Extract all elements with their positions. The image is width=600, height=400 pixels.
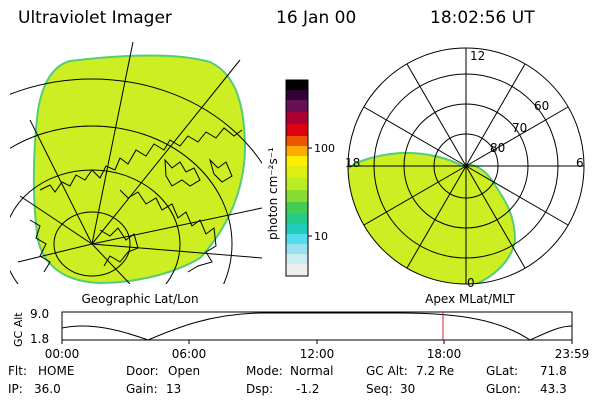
aurora-blob-polar <box>348 151 517 284</box>
flt-value: HOME <box>38 364 75 378</box>
header-date: 16 Jan 00 <box>276 8 357 28</box>
ip-label: IP: <box>8 382 23 396</box>
polar-lat-80: 80 <box>490 141 505 155</box>
colorbar-tick-10: 10 <box>314 230 328 243</box>
polar-label-12: 12 <box>470 49 485 63</box>
door-value: Open <box>168 364 201 378</box>
gc-alt-label: GC Alt: <box>366 364 408 378</box>
colorbar-tick-100: 100 <box>314 142 335 155</box>
app-title: Ultraviolet Imager <box>18 8 172 28</box>
gain-label: Gain: <box>126 382 158 396</box>
colorbar <box>285 79 312 277</box>
polar-plot <box>347 47 585 285</box>
gain-value: 13 <box>166 382 182 396</box>
dsp-label: Dsp: <box>246 382 274 396</box>
seq-value: 30 <box>400 382 416 396</box>
polar-lat-70: 70 <box>512 121 527 135</box>
polar-lat-60: 60 <box>534 99 549 113</box>
seq-label: Seq: <box>366 382 393 396</box>
orbit-y-title: GC Alt <box>12 312 25 347</box>
aurora-blob-geographic <box>32 54 247 284</box>
altitude-curve <box>61 312 573 341</box>
orbit-x-tick-1: 06:00 <box>172 347 207 361</box>
polar-grid <box>347 47 585 285</box>
orbit-x-tick-0: 00:00 <box>45 347 80 361</box>
geographic-caption: Geographic Lat/Lon <box>81 292 198 306</box>
gc-alt-value: 7.2 Re <box>416 364 455 378</box>
orbit-x-tick-3: 18:00 <box>427 347 462 361</box>
dsp-value: -1.2 <box>296 382 320 396</box>
orbit-y-top: 9.0 <box>30 307 49 321</box>
polar-label-0: 0 <box>467 276 475 290</box>
orbit-altitude-plot <box>61 311 573 344</box>
orbit-x-tick-2: 12:00 <box>300 347 335 361</box>
glat-label: GLat: <box>486 364 519 378</box>
coastlines <box>29 127 243 273</box>
mode-value: Normal <box>290 364 334 378</box>
ip-value: 36.0 <box>34 382 61 396</box>
header-time: 18:02:56 UT <box>430 8 535 28</box>
mode-label: Mode: <box>246 364 283 378</box>
door-label: Door: <box>126 364 159 378</box>
flt-label: Flt: <box>8 364 27 378</box>
glon-value: 43.3 <box>540 382 567 396</box>
glon-label: GLon: <box>486 382 521 396</box>
polar-label-18: 18 <box>345 156 360 170</box>
glat-value: 71.8 <box>540 364 567 378</box>
colorbar-unit-label: photon cm⁻²s⁻¹ <box>266 147 280 240</box>
polar-label-6: 6 <box>576 156 584 170</box>
geographic-image-panel <box>10 42 262 284</box>
polar-caption: Apex MLat/MLT <box>425 292 515 306</box>
orbit-y-bottom: 1.8 <box>30 332 49 346</box>
orbit-x-tick-4: 23:59 <box>555 347 590 361</box>
